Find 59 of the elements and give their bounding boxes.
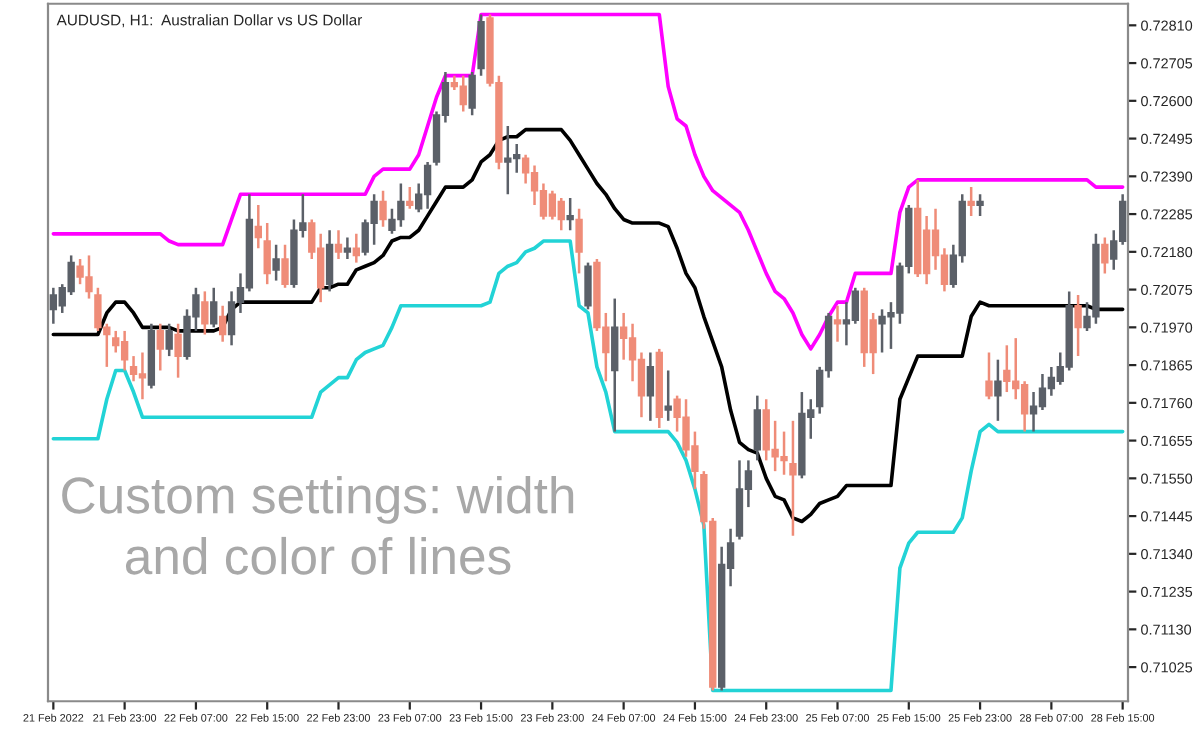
candlestick (459, 74, 467, 113)
candlestick (120, 329, 129, 372)
candlestick (521, 153, 530, 185)
candlestick (201, 290, 209, 336)
candlestick (664, 369, 672, 423)
candlestick (548, 189, 557, 221)
candlestick (575, 207, 583, 275)
candlestick (584, 261, 592, 311)
candlestick (1038, 372, 1047, 412)
candlestick (210, 286, 218, 329)
candlestick (611, 297, 619, 433)
candlestick (272, 243, 280, 282)
line-series (51, 127, 1125, 524)
candlestick (557, 196, 565, 232)
candlestick (254, 203, 262, 250)
annotation: Custom settings: width and color of lines (62, 475, 574, 575)
candlestick (129, 354, 138, 383)
candlestick (967, 185, 975, 218)
candlestick (1003, 344, 1011, 394)
candlestick (504, 124, 512, 196)
candlestick (566, 196, 574, 232)
candlestick (49, 286, 58, 325)
candlestick (138, 351, 147, 401)
candlestick (976, 193, 984, 218)
candlestick (352, 232, 361, 264)
candlestick (833, 304, 842, 343)
candlestick (735, 459, 744, 541)
candlestick (218, 304, 227, 343)
candlestick (227, 290, 236, 347)
candlestick (985, 351, 993, 401)
candlestick (619, 311, 628, 361)
candlestick (165, 322, 173, 358)
candlestick (370, 193, 378, 246)
candlestick (94, 286, 102, 333)
candlestick (406, 185, 414, 210)
candlestick (468, 70, 476, 117)
candlestick (174, 322, 182, 379)
candlestick (1029, 390, 1038, 433)
candlestick (851, 286, 860, 325)
line-series (51, 12, 1125, 351)
candlestick (753, 394, 761, 462)
candlestick (994, 358, 1002, 423)
candlestick (281, 243, 289, 290)
candlestick (379, 189, 387, 228)
candlestick (922, 214, 931, 286)
candlestick (334, 229, 343, 261)
candlestick (477, 13, 485, 77)
candlestick (789, 419, 797, 538)
candlestick (112, 329, 120, 354)
candlestick (156, 322, 164, 372)
candlestick (325, 229, 334, 293)
line-series (51, 239, 1125, 693)
candlestick (1074, 293, 1082, 358)
candlestick (343, 236, 352, 261)
candlestick (263, 221, 271, 286)
candlestick (646, 351, 655, 423)
candlestick (423, 160, 432, 210)
candlestick (1020, 380, 1029, 433)
candlestick (1101, 236, 1109, 275)
